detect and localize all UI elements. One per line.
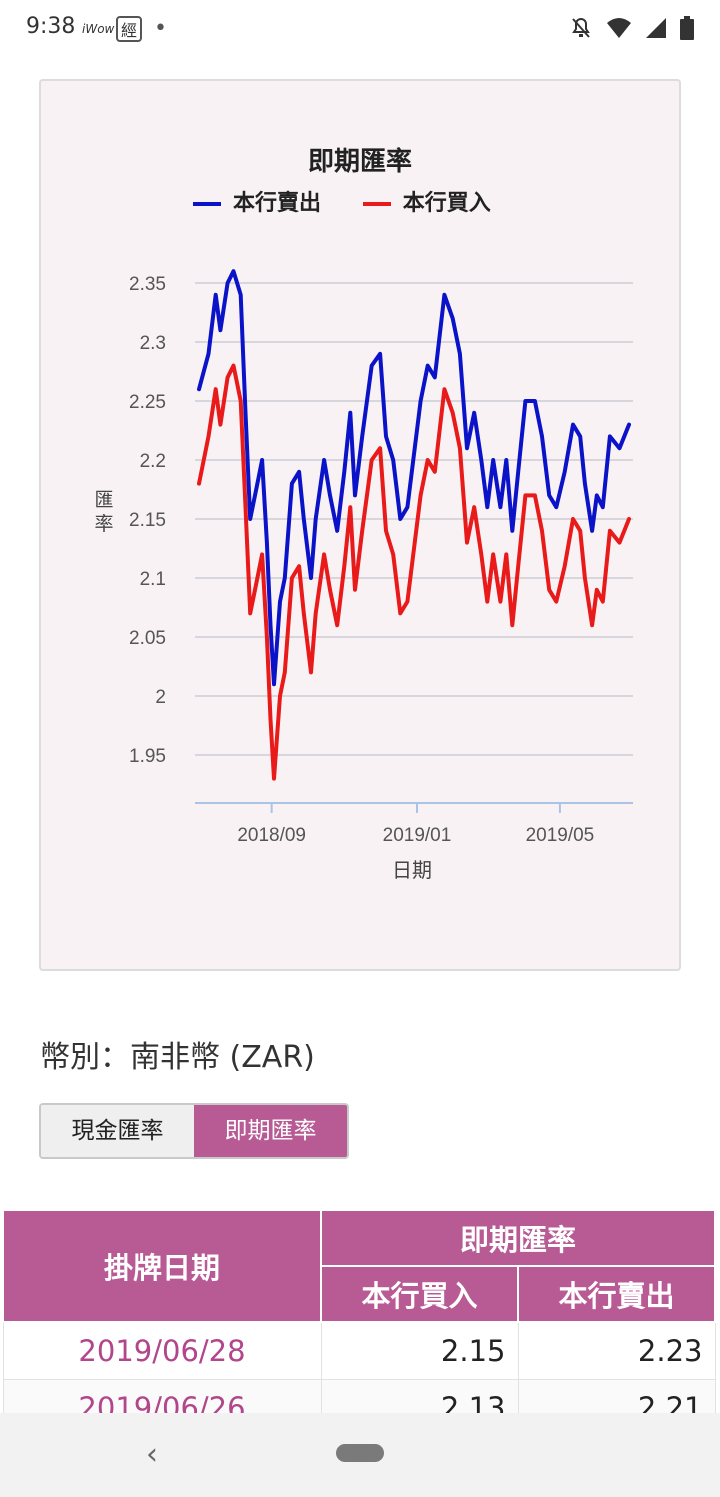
currency-label: 幣別：南非幣 (ZAR) <box>40 1040 315 1075</box>
status-bar: 9:38 iWow 經 • <box>0 0 720 60</box>
system-nav-bar: ‹ <box>0 1413 720 1497</box>
x-tick-label: 2018/09 <box>237 825 306 846</box>
legend-label-buy: 本行買入 <box>402 191 491 216</box>
sell-column-header: 本行賣出 <box>517 1265 716 1323</box>
x-axis-title: 日期 <box>392 858 432 882</box>
y-tick-label: 2.3 <box>140 333 166 354</box>
table-row: 2019/06/26 2.13 2.21 <box>2 1379 716 1437</box>
row-buy-rate: 2.15 <box>320 1321 519 1380</box>
row-date: 2019/06/28 <box>2 1321 322 1380</box>
rate-table: 掛牌日期 即期匯率 本行買入 本行賣出 2019/06/28 2.15 2.23… <box>2 1209 716 1437</box>
table-row: 2019/06/28 2.15 2.23 <box>2 1321 716 1380</box>
rate-type-toggle: 現金匯率 即期匯率 <box>39 1103 349 1159</box>
battery-icon <box>680 16 694 40</box>
y-tick-label: 2 <box>155 687 166 708</box>
app-notification-label: iWow <box>82 22 115 36</box>
cash-rate-button[interactable]: 現金匯率 <box>41 1105 194 1157</box>
date-column-header: 掛牌日期 <box>2 1209 322 1323</box>
y-tick-label: 1.95 <box>129 746 166 767</box>
notifications-off-icon <box>571 17 590 38</box>
series-line-buy <box>197 363 631 781</box>
buy-column-header: 本行買入 <box>320 1265 519 1323</box>
row-sell-rate: 2.23 <box>517 1321 716 1380</box>
notification-dot-icon: • <box>154 16 167 41</box>
legend-item-sell[interactable]: 本行賣出 <box>193 185 321 217</box>
chart-series <box>197 269 631 781</box>
y-tick-label: 2.15 <box>129 510 166 531</box>
legend-item-buy[interactable]: 本行買入 <box>362 185 491 217</box>
legend-swatch-buy <box>362 202 391 206</box>
spot-rate-button[interactable]: 即期匯率 <box>194 1105 347 1157</box>
chart-card: 2.35 2.3 2.25 2.2 2.15 2.1 2.05 2 1.95 2018/09 201… <box>39 79 681 971</box>
back-icon[interactable]: ‹ <box>146 1437 158 1472</box>
app-notification-icon: 經 <box>116 16 142 42</box>
y-axis-title: 匯率 <box>94 489 113 535</box>
y-tick-label: 2.35 <box>129 274 166 295</box>
chart-legend: 本行賣出 本行買入 <box>193 185 525 217</box>
x-tick-label: 2019/01 <box>383 825 452 846</box>
legend-label-sell: 本行賣出 <box>233 191 322 216</box>
x-tick-label: 2019/05 <box>526 825 595 846</box>
spot-rate-group-header: 即期匯率 <box>320 1209 716 1267</box>
signal-icon <box>645 18 666 38</box>
chart-title: 即期匯率 <box>307 147 412 177</box>
chart-gridlines <box>195 282 633 756</box>
home-pill-button[interactable] <box>336 1444 384 1462</box>
y-tick-label: 2.05 <box>129 628 166 649</box>
y-tick-label: 2.25 <box>129 392 166 413</box>
series-line-sell <box>197 269 631 687</box>
y-tick-label: 2.1 <box>140 569 166 590</box>
status-icons <box>561 16 694 40</box>
chart-axes: 2.35 2.3 2.25 2.2 2.15 2.1 2.05 2 1.95 2018/09 201… <box>94 274 633 882</box>
status-time: 9:38 <box>26 14 76 39</box>
line-chart: 2.35 2.3 2.25 2.2 2.15 2.1 2.05 2 1.95 2018/09 201… <box>94 269 633 882</box>
wifi-icon <box>606 18 631 38</box>
y-tick-label: 2.2 <box>140 451 166 472</box>
legend-swatch-sell <box>193 202 221 206</box>
